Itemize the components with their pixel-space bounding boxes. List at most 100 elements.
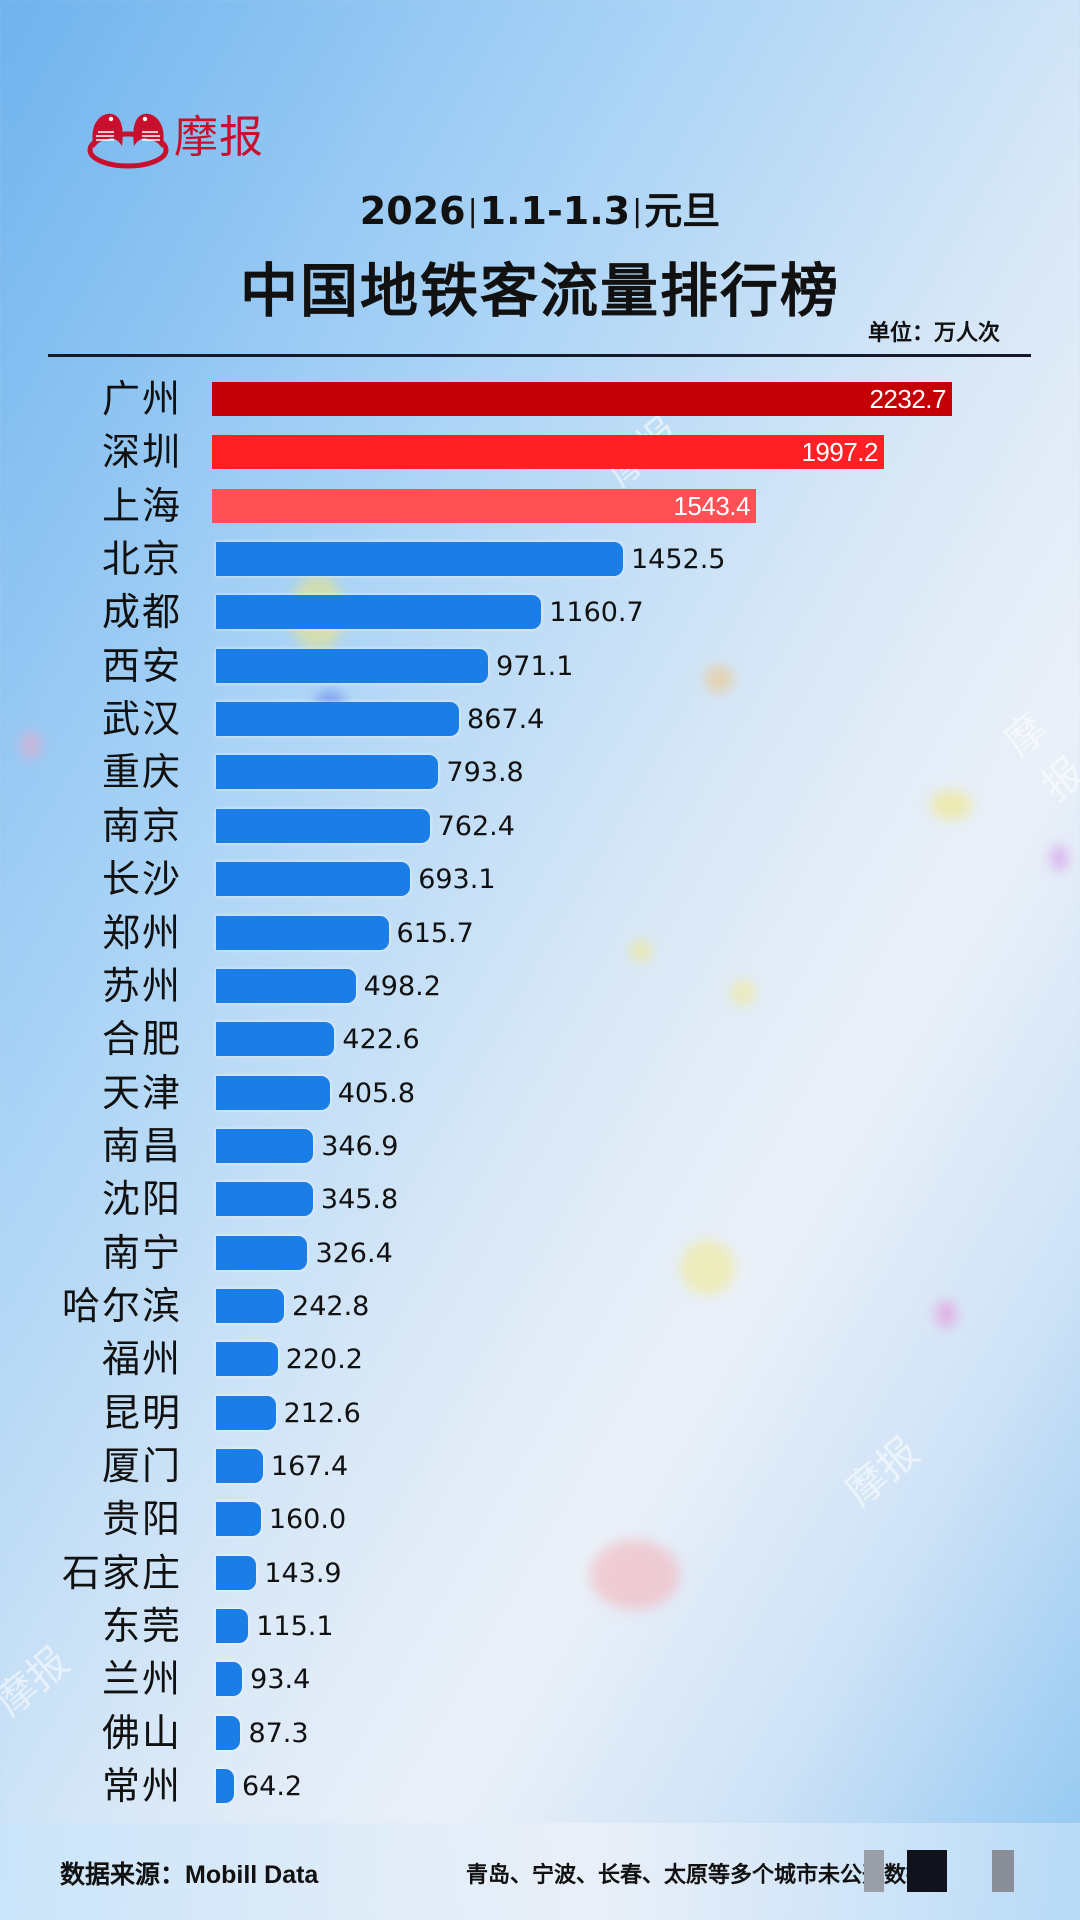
value-label: 87.3 — [248, 1717, 309, 1749]
bar — [216, 862, 411, 897]
bar — [216, 1182, 313, 1217]
subtitle-holiday: 元旦 — [644, 189, 721, 233]
city-label: 北京 — [101, 537, 182, 582]
city-label: 昆明 — [101, 1390, 182, 1435]
bar — [216, 1128, 314, 1163]
chart-row: 佛山 87.3 — [0, 1711, 1080, 1755]
subtitle-separator: | — [467, 194, 478, 229]
value-label: 1997.2 — [801, 437, 878, 468]
unit-label: 单位：万人次 — [867, 321, 1000, 346]
decor-blob — [730, 980, 756, 1006]
mosaic-overlay — [864, 1850, 884, 1892]
decor-blob — [680, 1240, 735, 1295]
value-label: 2232.7 — [869, 384, 946, 414]
city-label: 广州 — [101, 377, 182, 421]
city-label: 深圳 — [101, 430, 182, 475]
bar — [216, 755, 439, 790]
city-label: 南宁 — [101, 1230, 182, 1275]
bar — [216, 1288, 285, 1323]
bar — [216, 968, 356, 1003]
city-label: 合肥 — [101, 1017, 182, 1062]
chart-row: 贵阳 160.0 — [0, 1497, 1080, 1541]
value-label: 867.4 — [467, 704, 545, 736]
bar — [216, 1022, 335, 1057]
bar — [216, 595, 542, 630]
decor-blob — [930, 790, 972, 820]
value-label: 615.7 — [396, 917, 474, 949]
decor-blob — [630, 940, 652, 962]
chart-row: 福州 220.2 — [0, 1337, 1080, 1381]
value-label: 346.9 — [321, 1130, 399, 1162]
chart-row: 上海 1543.4 — [0, 484, 1080, 528]
value-label: 212.6 — [283, 1397, 361, 1429]
value-label: 405.8 — [337, 1077, 415, 1109]
footer: 数据来源：Mobill Data 青岛、宁波、长春、太原等多个城市未公开数据 — [0, 1823, 1080, 1920]
chart-row: 东莞 115.1 — [0, 1604, 1080, 1648]
decor-blob — [20, 730, 42, 760]
subtitle-year: 2026 — [359, 189, 466, 233]
city-label: 厦门 — [101, 1444, 182, 1488]
brand-logo: 摩报 — [84, 106, 264, 170]
city-label: 贵阳 — [101, 1497, 182, 1542]
chart-row: 沈阳 345.8 — [0, 1177, 1080, 1221]
footer-note: 青岛、宁波、长春、太原等多个城市未公开数据 — [466, 1863, 929, 1888]
bar — [216, 1449, 263, 1483]
chart-row: 南京 762.4 — [0, 804, 1080, 848]
bar — [216, 1342, 278, 1377]
value-label: 115.1 — [256, 1611, 334, 1643]
bar — [216, 1555, 257, 1590]
value-label: 220.2 — [285, 1344, 363, 1376]
bar — [216, 1769, 234, 1804]
chart-row: 合肥 422.6 — [0, 1017, 1080, 1061]
city-label: 常州 — [101, 1764, 182, 1809]
bar — [216, 1609, 249, 1644]
bar — [216, 702, 460, 737]
chart-row: 兰州 93.4 — [0, 1657, 1080, 1701]
city-label: 沈阳 — [101, 1177, 182, 1222]
chart-row: 南昌 346.9 — [0, 1124, 1080, 1168]
decor-blob — [590, 1540, 680, 1610]
value-label: 143.9 — [264, 1557, 342, 1589]
chart-row: 深圳 1997.2 — [0, 430, 1080, 474]
chart-row: 天津 405.8 — [0, 1071, 1080, 1115]
brand-name: 摩报 — [174, 112, 264, 163]
city-label: 武汉 — [101, 697, 182, 742]
bar — [216, 1235, 308, 1270]
bar — [216, 1075, 330, 1110]
value-label: 242.8 — [292, 1290, 370, 1322]
value-label: 93.4 — [250, 1664, 311, 1696]
chart-row: 西安 971.1 — [0, 644, 1080, 688]
value-label: 422.6 — [342, 1024, 420, 1056]
chart-row: 哈尔滨 242.8 — [0, 1284, 1080, 1328]
bar — [216, 1715, 241, 1750]
city-label: 兰州 — [101, 1657, 182, 1702]
chart-row: 郑州 615.7 — [0, 911, 1080, 955]
city-label: 成都 — [101, 590, 182, 635]
city-label: 东莞 — [101, 1604, 182, 1649]
page-title: 中国地铁客流量排行榜 — [239, 257, 840, 325]
city-label: 天津 — [101, 1070, 182, 1115]
subtitle-range: 1.1-1.3 — [479, 189, 631, 233]
value-label: 1543.4 — [673, 490, 750, 521]
bar — [216, 1502, 261, 1537]
chart-row: 武汉 867.4 — [0, 697, 1080, 741]
data-source: 数据来源：Mobill Data — [60, 1861, 319, 1889]
value-label: 64.2 — [241, 1771, 303, 1803]
value-label: 167.4 — [270, 1451, 349, 1482]
city-label: 福州 — [101, 1337, 182, 1382]
city-label: 佛山 — [101, 1710, 182, 1755]
bar — [216, 808, 430, 843]
value-label: 160.0 — [268, 1504, 347, 1536]
city-label: 苏州 — [101, 963, 182, 1008]
bar — [216, 648, 489, 683]
mosaic-overlay — [907, 1850, 947, 1892]
chart-row: 南宁 326.4 — [0, 1231, 1080, 1275]
mosaic-overlay — [992, 1850, 1014, 1892]
city-label: 南京 — [101, 803, 182, 848]
value-label: 1452.5 — [630, 544, 726, 576]
decor-blob — [1050, 845, 1068, 871]
value-label: 326.4 — [315, 1237, 393, 1269]
bar — [216, 542, 623, 577]
bar — [216, 1662, 243, 1697]
decor-blob — [705, 665, 733, 693]
